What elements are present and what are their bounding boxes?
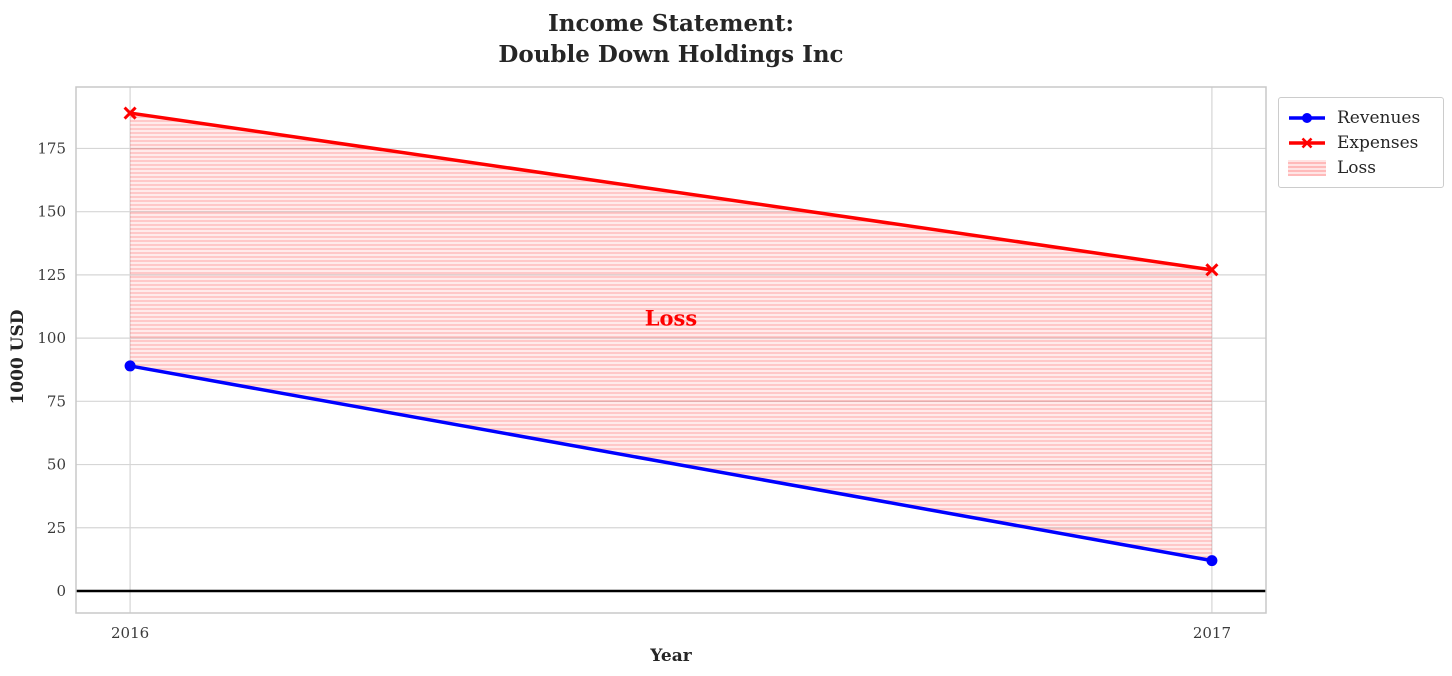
y-tick-label: 175 bbox=[37, 139, 66, 157]
legend-item-expenses: Expenses bbox=[1287, 130, 1433, 155]
loss-area bbox=[130, 113, 1212, 561]
revenues-marker bbox=[1206, 555, 1218, 567]
legend-label: Loss bbox=[1337, 157, 1376, 178]
x-tick-label: 2017 bbox=[1193, 624, 1231, 642]
loss-annotation: Loss bbox=[645, 305, 697, 330]
revenues-line bbox=[129, 364, 1213, 563]
loss-label: Loss bbox=[645, 305, 697, 330]
legend-item-loss: Loss bbox=[1287, 155, 1433, 180]
y-tick-label: 50 bbox=[47, 456, 66, 474]
expenses-marker bbox=[123, 106, 137, 120]
loss-area-polygon bbox=[130, 113, 1212, 561]
legend: Revenues Expenses Loss bbox=[1278, 97, 1444, 188]
y-tick-label: 75 bbox=[47, 392, 66, 410]
legend-swatch-loss-patch bbox=[1288, 159, 1326, 176]
expenses-line bbox=[129, 111, 1213, 272]
series-lines bbox=[123, 106, 1219, 567]
y-tick-label: 25 bbox=[47, 519, 66, 537]
revenues-marker bbox=[124, 360, 136, 372]
legend-swatch-line-circle bbox=[1289, 112, 1325, 123]
y-tick-label: 100 bbox=[37, 329, 66, 347]
expenses-marker bbox=[1205, 263, 1219, 277]
x-axis-label: Year bbox=[650, 646, 692, 666]
legend-label: Expenses bbox=[1337, 132, 1419, 153]
tick-labels: 0 25 50 75 100 125 150 175 2016 2017 bbox=[37, 139, 1231, 642]
axes-spines bbox=[75, 86, 1267, 614]
y-tick-label: 125 bbox=[37, 266, 66, 284]
x-tick-label: 2016 bbox=[111, 624, 149, 642]
chart-title-line2: Double Down Holdings Inc bbox=[498, 41, 844, 68]
chart-title-line1: Income Statement: bbox=[547, 10, 794, 37]
chart-title: Income Statement: Double Down Holdings I… bbox=[76, 8, 1266, 70]
y-tick-label: 0 bbox=[56, 582, 66, 600]
legend-label: Revenues bbox=[1337, 107, 1421, 128]
legend-item-revenues: Revenues bbox=[1287, 105, 1433, 130]
plot-border bbox=[75, 86, 1267, 614]
y-tick-label: 150 bbox=[37, 203, 66, 221]
legend-swatch-line-x bbox=[1289, 137, 1325, 148]
